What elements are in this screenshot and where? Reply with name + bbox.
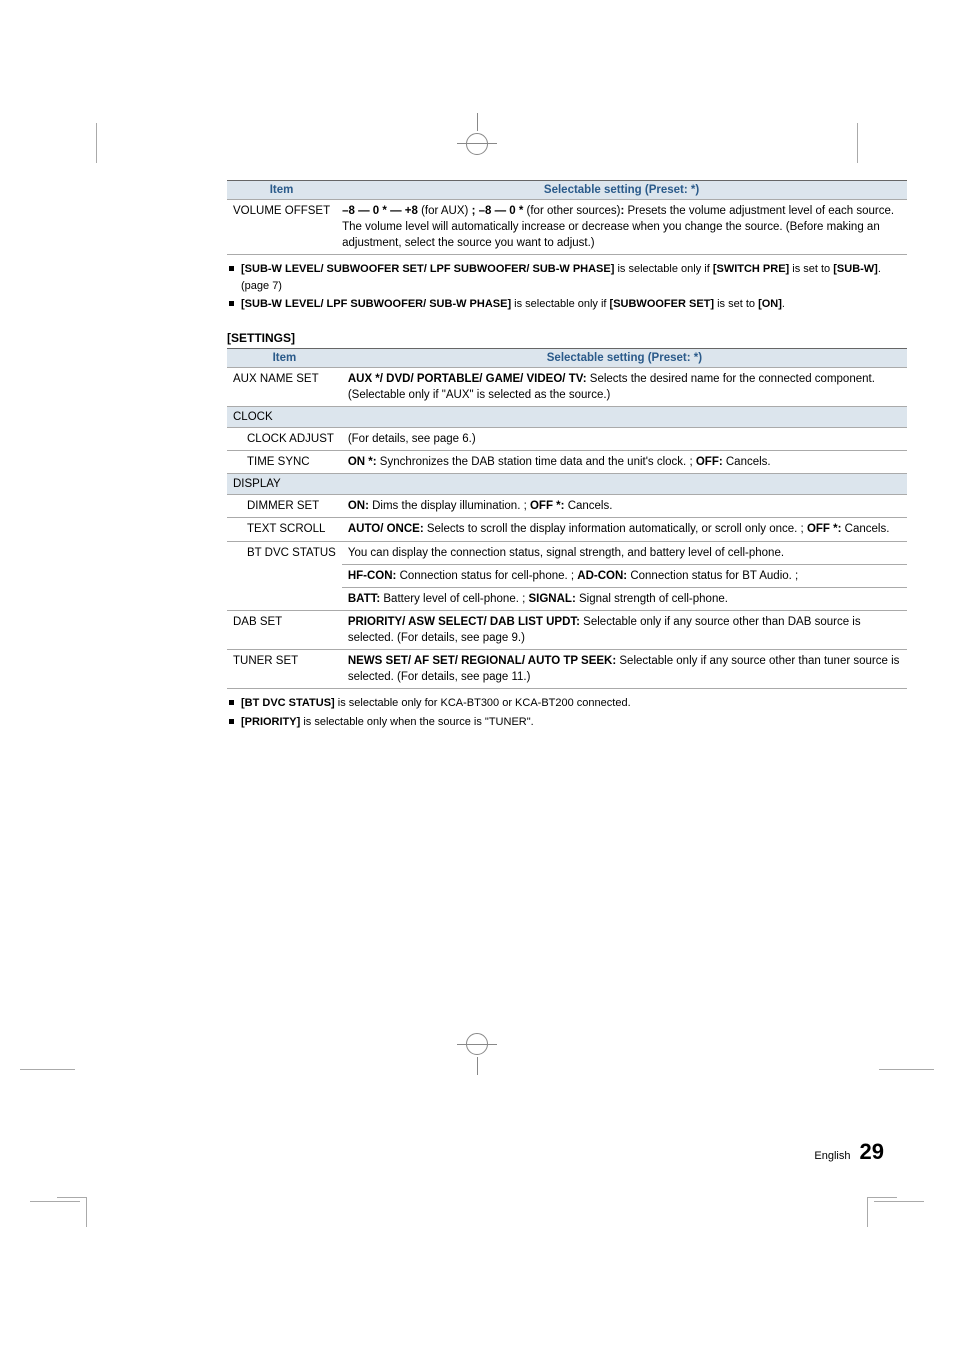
trim-mid-left [20,1069,75,1070]
table-row-desc: (For details, see page 6.) [342,428,907,451]
table-row-desc-cont: HF-CON: Connection status for cell-phone… [342,564,907,587]
table1-header-setting: Selectable setting (Preset: *) [336,181,907,200]
table-row-item: AUX NAME SET [227,367,342,406]
table-row-desc-cont: BATT: Battery level of cell-phone. ; SIG… [342,587,907,610]
section-heading: DISPLAY [227,474,907,495]
page-footer: English 29 [814,1139,884,1165]
table-row-item: TEXT SCROLL [227,518,342,541]
table-row-item: CLOCK ADJUST [227,428,342,451]
crop-mark-bottom [457,1035,497,1075]
table-row-desc: AUTO/ ONCE: Selects to scroll the displa… [342,518,907,541]
table-volume-offset: Item Selectable setting (Preset: *) VOLU… [227,180,907,255]
table-row-desc: ON *: Synchronizes the DAB station time … [342,451,907,474]
table-row-item-cont [227,564,342,587]
table-row-desc: –8 — 0 * — +8 (for AUX) ; –8 — 0 * (for … [336,200,907,255]
section-heading: CLOCK [227,406,907,427]
table-row-desc: You can display the connection status, s… [342,541,907,564]
table-row-desc: PRIORITY/ ASW SELECT/ DAB LIST UPDT: Sel… [342,610,907,649]
table-row-desc: ON: Dims the display illumination. ; OFF… [342,495,907,518]
note-item: [BT DVC STATUS] is selectable only for K… [227,695,907,712]
table-row-item: TIME SYNC [227,451,342,474]
table-row-item: DAB SET [227,610,342,649]
trim-top-left [57,123,97,163]
table-row-item: BT DVC STATUS [227,541,342,564]
table2-header-setting: Selectable setting (Preset: *) [342,348,907,367]
crop-mark-top [457,113,497,153]
table2-header-item: Item [227,348,342,367]
table-row-item-cont [227,587,342,610]
notes-block-2: [BT DVC STATUS] is selectable only for K… [227,695,907,730]
table-row-item: TUNER SET [227,650,342,689]
note-item: [SUB-W LEVEL/ SUBWOOFER SET/ LPF SUBWOOF… [227,261,907,294]
footer-page-number: 29 [860,1139,884,1164]
trim-top-right [857,123,897,163]
table1-header-item: Item [227,181,336,200]
page-content: Item Selectable setting (Preset: *) VOLU… [227,180,907,732]
trim-low-right [874,1201,924,1202]
table-row-item: DIMMER SET [227,495,342,518]
footer-language: English [814,1150,850,1162]
notes-block-1: [SUB-W LEVEL/ SUBWOOFER SET/ LPF SUBWOOF… [227,261,907,313]
table-row-desc: NEWS SET/ AF SET/ REGIONAL/ AUTO TP SEEK… [342,650,907,689]
table-row-item: VOLUME OFFSET [227,200,336,255]
trim-mid-right [879,1069,934,1070]
settings-heading: [SETTINGS] [227,331,907,345]
trim-low-left [30,1201,80,1202]
table-settings: Item Selectable setting (Preset: *) AUX … [227,348,907,689]
table-row-desc: AUX */ DVD/ PORTABLE/ GAME/ VIDEO/ TV: S… [342,367,907,406]
note-item: [PRIORITY] is selectable only when the s… [227,714,907,731]
note-item: [SUB-W LEVEL/ LPF SUBWOOFER/ SUB-W PHASE… [227,296,907,313]
